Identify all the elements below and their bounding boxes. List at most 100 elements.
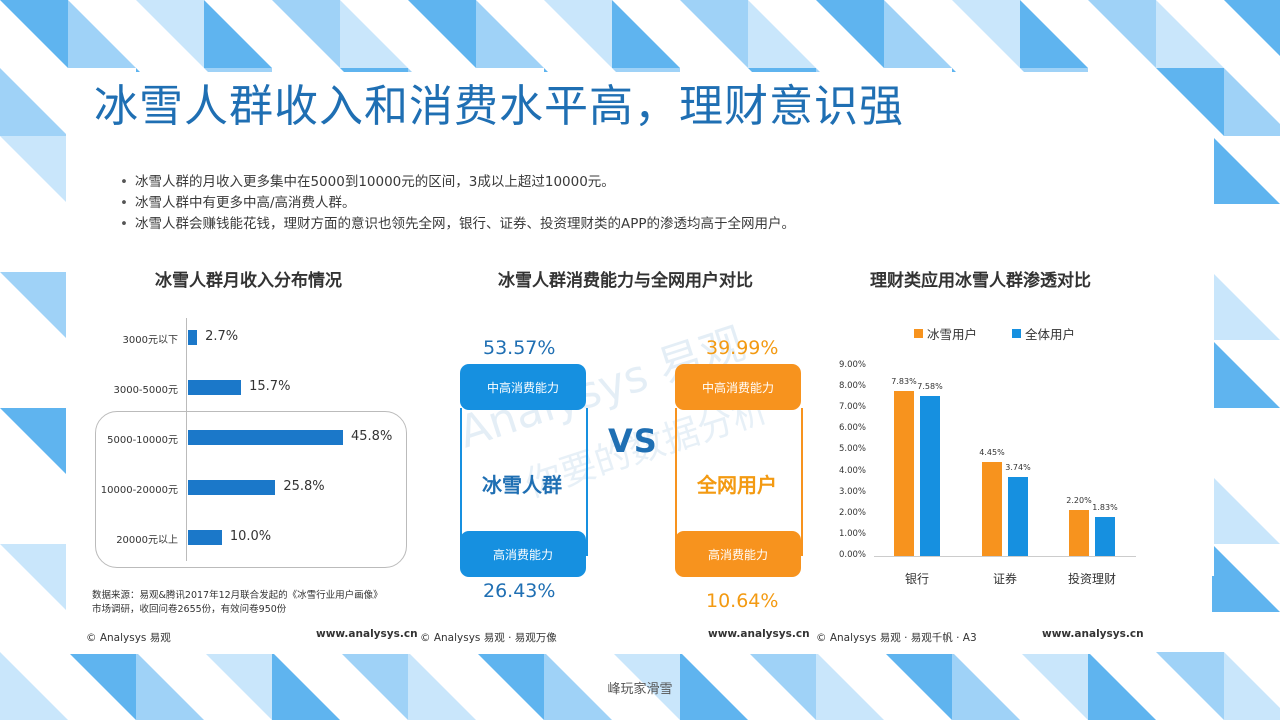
background-triangle bbox=[340, 0, 408, 68]
background-triangle bbox=[136, 652, 204, 720]
finance-bar bbox=[920, 395, 940, 556]
background-triangle bbox=[0, 68, 68, 136]
all-bracket bbox=[675, 408, 803, 556]
legend-label: 全体用户 bbox=[1025, 327, 1076, 342]
background-triangle bbox=[0, 136, 68, 204]
income-bar bbox=[188, 480, 276, 495]
income-category-label: 3000-5000元 bbox=[113, 385, 178, 396]
legend-swatch bbox=[914, 329, 923, 338]
background-triangle bbox=[204, 652, 272, 720]
x-category-label: 银行 bbox=[904, 572, 929, 586]
background-triangle bbox=[0, 272, 68, 340]
highlight-box bbox=[95, 411, 407, 568]
background-triangle bbox=[748, 0, 816, 68]
legend-item: 冰雪用户 bbox=[914, 324, 977, 343]
finance-bar-value: 2.20% bbox=[1066, 495, 1092, 505]
finance-bar bbox=[982, 462, 1002, 556]
ice-bracket bbox=[460, 408, 588, 556]
footer-copyright: © Analysys 易观 bbox=[86, 632, 171, 644]
bullet-item: 冰雪人群中有更多中高/高消费人群。 bbox=[134, 193, 795, 214]
background-triangle bbox=[680, 652, 748, 720]
all-bottom-value: 10.64% bbox=[706, 590, 779, 612]
data-source-line: 数据来源：易观&腾讯2017年12月联合发起的《冰雪行业用户画像》 bbox=[92, 590, 383, 601]
background-triangle bbox=[272, 652, 340, 720]
background-triangle bbox=[1224, 652, 1280, 720]
footer-website: www.analysys.cn bbox=[708, 628, 810, 640]
background-triangle bbox=[544, 652, 612, 720]
finance-bar-value: 7.83% bbox=[891, 376, 917, 386]
y-tick-label: 2.00% bbox=[838, 507, 866, 518]
background-triangle bbox=[1212, 136, 1280, 204]
legend-item: 全体用户 bbox=[1012, 324, 1075, 343]
background-triangle bbox=[612, 652, 680, 720]
ice-bottom-value: 26.43% bbox=[483, 580, 556, 602]
background-triangle bbox=[0, 544, 68, 612]
background-triangle bbox=[0, 408, 68, 476]
finance-bar bbox=[1008, 477, 1028, 556]
background-triangle bbox=[68, 652, 136, 720]
background-triangle bbox=[1088, 652, 1156, 720]
background-triangle bbox=[1156, 68, 1224, 136]
finance-chart-title: 理财类应用冰雪人群渗透对比 bbox=[870, 271, 1091, 291]
y-tick-label: 0.00% bbox=[838, 550, 866, 560]
background-triangle bbox=[544, 0, 612, 68]
income-category-label: 10000-20000元 bbox=[100, 485, 178, 496]
x-category-label: 证券 bbox=[992, 572, 1017, 586]
finance-bar-value: 7.58% bbox=[917, 381, 943, 391]
finance-bar bbox=[1095, 517, 1115, 556]
background-triangle bbox=[0, 0, 68, 68]
income-category-label: 3000元以下 bbox=[122, 335, 178, 346]
background-triangle bbox=[1156, 652, 1224, 720]
all-top-pill: 中高消费能力 bbox=[675, 364, 801, 410]
data-source: 数据来源：易观&腾讯2017年12月联合发起的《冰雪行业用户画像》 市场调研，收… bbox=[92, 589, 383, 617]
background-triangle bbox=[816, 0, 884, 68]
background-triangle bbox=[952, 652, 1020, 720]
finance-bar-value: 3.74% bbox=[1005, 463, 1031, 473]
ice-bottom-pill: 高消费能力 bbox=[460, 531, 586, 577]
ice-top-value: 53.57% bbox=[483, 337, 556, 359]
income-bar-value: 25.8% bbox=[283, 479, 325, 494]
background-triangle bbox=[408, 0, 476, 68]
all-top-value: 39.99% bbox=[706, 337, 779, 359]
income-bar bbox=[188, 530, 222, 545]
background-triangle bbox=[884, 652, 952, 720]
income-chart-axis bbox=[186, 318, 187, 561]
finance-bar bbox=[1069, 509, 1089, 556]
footer-copyright: © Analysys 易观 · 易观万像 bbox=[420, 632, 557, 644]
y-tick-label: 6.00% bbox=[838, 423, 866, 434]
consumption-chart-title: 冰雪人群消费能力与全网用户对比 bbox=[498, 271, 753, 291]
footer-website: www.analysys.cn bbox=[316, 628, 418, 640]
background-triangle bbox=[1020, 652, 1088, 720]
background-triangle bbox=[0, 652, 68, 720]
background-triangle bbox=[952, 0, 1020, 68]
income-bar bbox=[188, 380, 242, 395]
background-triangle bbox=[1212, 476, 1280, 544]
bullet-item: 冰雪人群会赚钱能花钱，理财方面的意识也领先全网，银行、证券、投资理财类的APP的… bbox=[134, 214, 795, 235]
background-triangle bbox=[1224, 0, 1280, 56]
background-triangle bbox=[1224, 68, 1280, 136]
y-tick-label: 1.00% bbox=[838, 528, 866, 539]
legend-label: 冰雪用户 bbox=[927, 327, 978, 342]
income-bar-value: 15.7% bbox=[249, 379, 291, 394]
bottom-caption: 峰玩家滑雪 bbox=[607, 682, 673, 697]
background-triangle bbox=[612, 0, 680, 68]
all-bottom-pill: 高消费能力 bbox=[675, 531, 801, 577]
y-tick-label: 8.00% bbox=[838, 381, 866, 392]
background-triangle bbox=[204, 0, 272, 68]
background-triangle bbox=[1212, 272, 1280, 340]
finance-bar-value: 1.83% bbox=[1092, 503, 1118, 513]
background-triangle bbox=[476, 0, 544, 68]
y-tick-label: 4.00% bbox=[838, 465, 866, 476]
background-triangle bbox=[680, 0, 748, 68]
income-bar-value: 10.0% bbox=[229, 529, 272, 544]
finance-bar bbox=[894, 390, 914, 556]
y-tick-label: 3.00% bbox=[838, 486, 866, 497]
data-source-line: 市场调研，收回问卷2655份，有效问卷950份 bbox=[92, 604, 287, 615]
income-category-label: 5000-10000元 bbox=[107, 435, 178, 446]
background-triangle bbox=[340, 652, 408, 720]
y-tick-label: 5.00% bbox=[838, 444, 866, 455]
background-triangle bbox=[816, 652, 884, 720]
income-chart-title: 冰雪人群月收入分布情况 bbox=[155, 271, 342, 291]
ice-group-label: 冰雪人群 bbox=[482, 473, 562, 497]
finance-bar-value: 4.45% bbox=[979, 448, 1005, 458]
